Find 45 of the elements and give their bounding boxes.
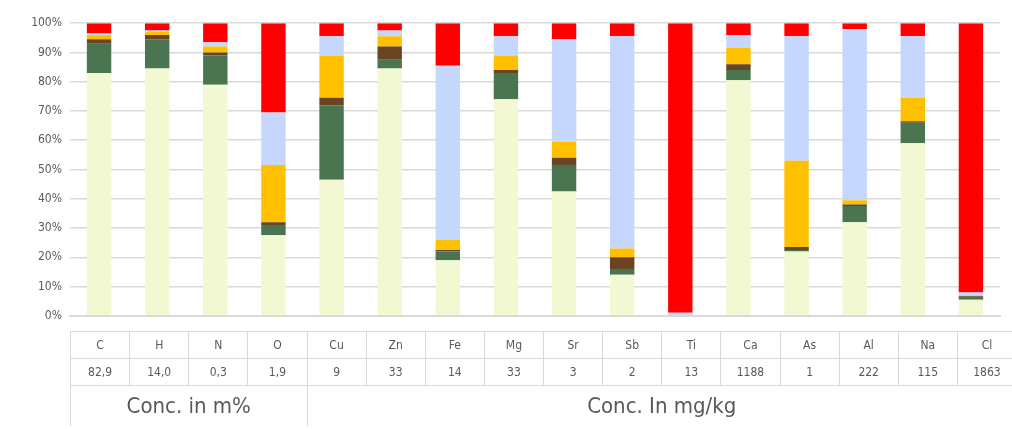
x-tick-label: Al	[839, 331, 899, 359]
text: Conc. In mg/kg	[307, 385, 1012, 426]
text: 1863	[957, 358, 1012, 386]
text: 14,0	[129, 358, 189, 386]
x-tick-label: Cu	[307, 331, 367, 359]
y-tick-label: 60%	[38, 132, 62, 147]
text: 1,9	[247, 358, 307, 386]
y-tick-label: 90%	[38, 44, 62, 59]
y-tick-label: 80%	[38, 73, 62, 88]
y-tick-label: 40%	[38, 190, 62, 205]
x-tick-label: Sr	[543, 331, 603, 359]
x-tick-label: Zn	[366, 331, 426, 359]
text: 1	[780, 358, 840, 386]
text: 33	[366, 358, 426, 386]
text: 3	[543, 358, 603, 386]
text: Conc. in m%	[70, 385, 307, 426]
y-tick-label: 50%	[38, 161, 62, 176]
y-tick-label: 70%	[38, 103, 62, 118]
text: 13	[661, 358, 721, 386]
x-tick-label: O	[247, 331, 307, 359]
x-tick-label: Ca	[720, 331, 780, 359]
text: 9	[307, 358, 367, 386]
x-tick-label: As	[780, 331, 840, 359]
text: 115	[898, 358, 958, 386]
x-tick-label: C	[70, 331, 130, 359]
x-tick-label: Cl	[957, 331, 1012, 359]
text: 1188	[720, 358, 780, 386]
x-tick-label: Ti	[661, 331, 721, 359]
x-tick-label: Fe	[425, 331, 485, 359]
text: 222	[839, 358, 899, 386]
y-tick-label: 100%	[31, 15, 62, 30]
x-tick-label: Mg	[484, 331, 544, 359]
text: 14	[425, 358, 485, 386]
text: 33	[484, 358, 544, 386]
text: 2	[602, 358, 662, 386]
text: 82,9	[70, 358, 130, 386]
y-tick-label: 20%	[38, 249, 62, 264]
x-tick-label: Na	[898, 331, 958, 359]
text: 0,3	[188, 358, 248, 386]
y-tick-label: 30%	[38, 220, 62, 235]
x-tick-label: H	[129, 331, 189, 359]
x-tick-label: N	[188, 331, 248, 359]
y-tick-label: 10%	[38, 278, 62, 293]
y-tick-label: 0%	[44, 307, 62, 322]
x-tick-label: Sb	[602, 331, 662, 359]
